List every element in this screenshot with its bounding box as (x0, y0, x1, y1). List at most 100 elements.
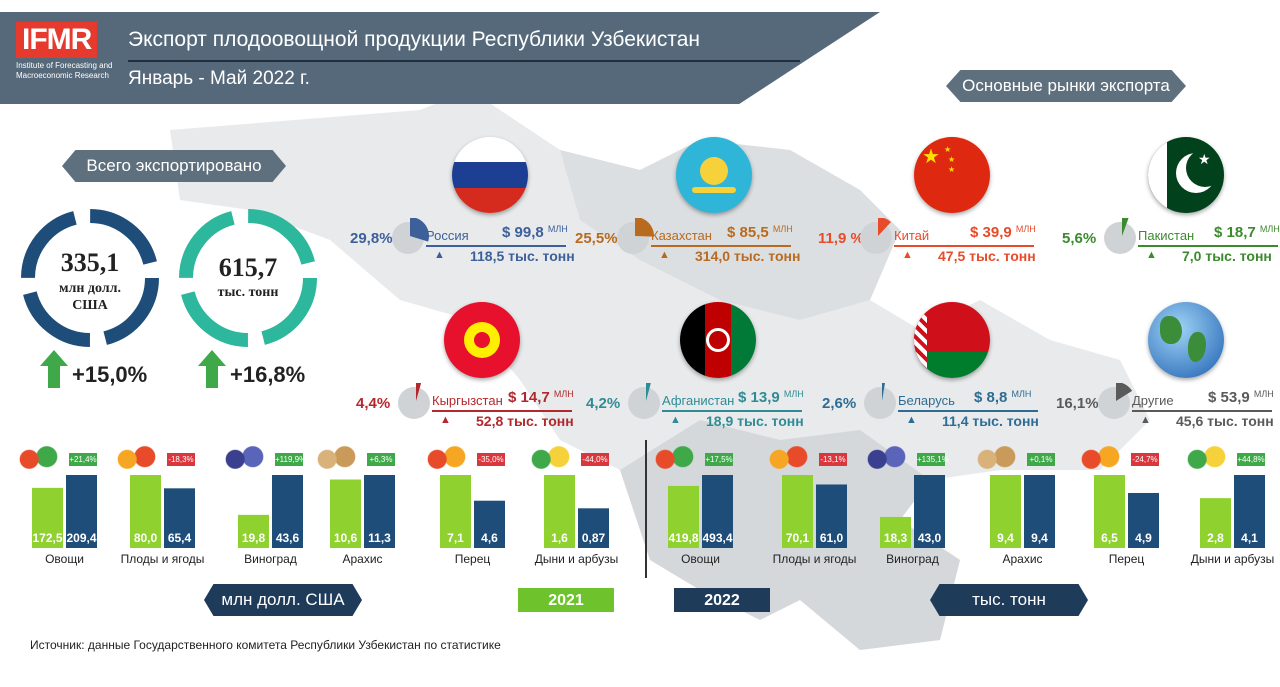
page-title: Экспорт плодоовощной продукции Республик… (128, 28, 700, 51)
bar-value-label: 65,4 (167, 531, 192, 545)
bar-value-label: 70,1 (785, 531, 810, 545)
bar-value-label: 172,5 (32, 531, 63, 545)
market-usd-amount: $ 14,7 (508, 389, 554, 406)
pie-share-slice (1122, 218, 1129, 236)
change-badge: +0,1% (1027, 453, 1055, 466)
bar-value-label: 4,9 (1135, 531, 1152, 545)
category-label: Овощи (45, 552, 84, 566)
market-usd-amount: $ 8,8 (974, 389, 1012, 406)
bar-2021 (130, 475, 161, 548)
produce-icon (424, 445, 468, 471)
market-usd-amount: $ 13,9 (738, 389, 784, 406)
tons-unit-tag: тыс. тонн (930, 584, 1088, 616)
bar-2021 (668, 485, 699, 548)
market-share-label: 4,2% (586, 395, 621, 412)
produce-icon (528, 445, 572, 471)
category-label: Перец (1108, 552, 1145, 566)
bar-value-label: 209,4 (66, 531, 97, 545)
bar-2022 (816, 484, 847, 548)
market-underline (1138, 245, 1278, 247)
page-subtitle: Январь - Май 2022 г. (128, 68, 310, 89)
market-tons-value: 11,4 тыс. тонн (942, 413, 1039, 429)
produce-icon (974, 445, 1018, 471)
weight-icon: ▲ (440, 414, 451, 426)
bar-value-label: 2,8 (1207, 531, 1224, 545)
category-label: Виноград (886, 552, 939, 566)
globe-icon (1148, 302, 1224, 378)
market-usd-value: $ 99,8 МЛН (502, 224, 568, 241)
bar-2022 (66, 475, 97, 548)
market-tons-value: 52,8 тыс. тонн (476, 413, 574, 429)
tons-total-unit: тыс. тонн (217, 285, 279, 300)
produce-icon (222, 445, 266, 471)
bar-value-label: 19,8 (241, 531, 266, 545)
china-flag-icon: ★ ★ ★ ★ (914, 137, 990, 213)
bar-2022 (1024, 475, 1055, 548)
ifmr-logo: IFMR Institute of Forecasting and Macroe… (16, 22, 116, 102)
title-divider (128, 60, 800, 62)
bar-2022 (272, 475, 303, 548)
weight-icon: ▲ (434, 249, 445, 261)
market-usd-amount: $ 53,9 (1208, 389, 1254, 406)
tons-total-value: 615,7 (218, 253, 278, 282)
market-tons-value: 314,0 тыс. тонн (695, 248, 801, 264)
year-divider (645, 440, 647, 578)
produce-icon (114, 445, 158, 471)
usd-total-unit: млн долл. США (58, 281, 122, 313)
market-usd-value: $ 18,7 МЛН (1214, 224, 1280, 241)
kyrgyzstan-flag-icon (444, 302, 520, 378)
bar-value-label: 1,6 (551, 531, 568, 545)
bar-value-label: 18,3 (883, 531, 908, 545)
market-usd-value: $ 53,9 МЛН (1208, 389, 1274, 406)
change-badge: -24,7% (1131, 453, 1159, 466)
category-label: Овощи (681, 552, 720, 566)
produce-icon (766, 445, 810, 471)
usd-unit-tag: млн долл. США (204, 584, 362, 616)
market-usd-unit: МЛН (1015, 224, 1036, 234)
weight-icon: ▲ (659, 249, 670, 261)
market-usd-value: $ 39,9 МЛН (970, 224, 1036, 241)
change-badge: -13,1% (819, 453, 847, 466)
market-share-pie (392, 218, 429, 254)
pie-share-slice (635, 218, 654, 237)
usd-total-ring (21, 209, 159, 347)
produce-icon (16, 445, 60, 471)
market-usd-unit: МЛН (783, 389, 804, 399)
bar-value-label: 419,8 (668, 531, 699, 545)
market-usd-unit: МЛН (772, 224, 793, 234)
bar-value-label: 11,3 (368, 531, 391, 545)
pie-share-slice (1116, 383, 1133, 401)
source-note: Источник: данные Государственного комите… (30, 638, 501, 652)
market-tons-value: 118,5 тыс. тонн (470, 248, 575, 264)
market-share-pie (628, 383, 660, 419)
bar-value-label: 4,1 (1241, 531, 1258, 545)
market-name: Другие (1132, 393, 1174, 408)
bar-2022 (1234, 475, 1265, 548)
market-share-label: 2,6% (822, 395, 857, 412)
market-share-label: 25,5% (575, 230, 618, 247)
market-share-label: 11,9 % (818, 230, 864, 247)
produce-icon (652, 445, 696, 471)
usd-total-value: 335,1 (60, 248, 120, 277)
bar-2021 (440, 475, 471, 548)
market-tons-value: 7,0 тыс. тонн (1182, 248, 1272, 264)
market-tons-value: 18,9 тыс. тонн (706, 413, 804, 429)
market-underline (432, 410, 572, 412)
market-underline (651, 245, 791, 247)
pie-background (398, 387, 430, 419)
market-usd-value: $ 14,7 МЛН (508, 389, 574, 406)
market-underline (894, 245, 1034, 247)
market-usd-unit: МЛН (1011, 389, 1032, 399)
change-badge: -18,3% (167, 453, 195, 466)
market-name: Пакистан (1138, 228, 1195, 243)
bar-2021 (880, 516, 911, 548)
tons-growth-arrow-icon (198, 350, 226, 388)
bar-value-label: 43,0 (917, 531, 942, 545)
market-name: Кыргызстан (432, 393, 503, 408)
bar-2021 (32, 487, 63, 548)
change-badge: -44,0% (581, 453, 609, 466)
change-badge: +135,1% (917, 453, 949, 466)
bar-value-label: 10,6 (333, 531, 358, 545)
total-exported-tag: Всего экспортировано (62, 150, 286, 182)
